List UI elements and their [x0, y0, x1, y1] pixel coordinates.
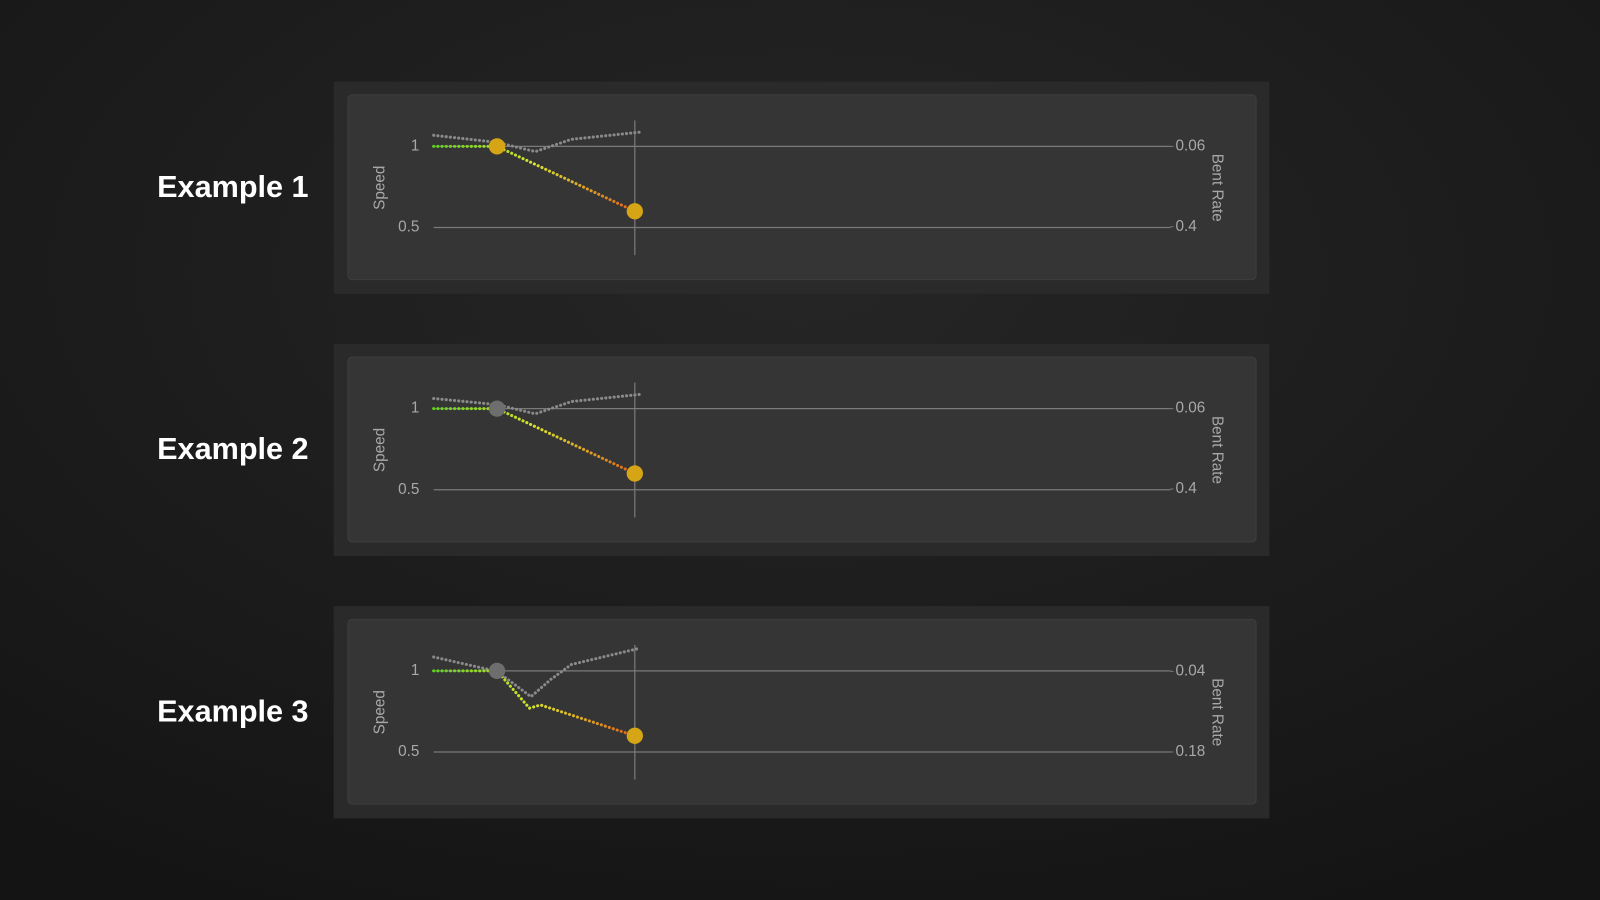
series-line [432, 392, 641, 416]
y-tick-label: 1 [411, 662, 420, 679]
series-line [432, 646, 641, 699]
series-line [432, 130, 641, 154]
y2-axis-label: Bent Rate [1208, 678, 1225, 746]
handle-marker [626, 203, 643, 220]
y-tick-label: 1 [411, 400, 420, 417]
y2-tick-label: 0.04 [1176, 662, 1206, 679]
y2-tick-label: 0.06 [1176, 400, 1206, 417]
example-title: Example 2 [157, 432, 308, 466]
y2-axis-label: Bent Rate [1208, 154, 1225, 222]
example-title: Example 3 [157, 694, 308, 728]
handle-marker [626, 465, 643, 482]
handle-marker [626, 727, 643, 744]
y-tick-label: 0.5 [398, 481, 419, 498]
panel-inner [347, 618, 1257, 805]
y2-axis-label: Bent Rate [1208, 416, 1225, 484]
y-axis-label: Speed [372, 690, 389, 734]
series-line [432, 669, 637, 738]
y2-tick-label: 0.06 [1176, 137, 1206, 154]
panel-inner [347, 356, 1257, 543]
y-tick-label: 0.5 [398, 219, 419, 236]
y-axis-label: Speed [372, 428, 389, 472]
example: Example 3 0.5 1 0.18 0.04 Speed Bent Rate [157, 606, 1270, 819]
y2-tick-label: 0.4 [1176, 218, 1198, 235]
handle-marker [488, 138, 506, 155]
handle-marker [488, 400, 506, 417]
y-tick-label: 0.5 [398, 743, 419, 760]
y2-tick-label: 0.4 [1176, 480, 1198, 497]
example: Example 2 0.5 1 0.4 0.06 Speed Bent Rate [157, 343, 1270, 557]
handle-marker [488, 662, 506, 680]
example-title: Example 1 [157, 170, 308, 204]
example: Example 1 0.5 1 0.4 0.06 Speed Bent Rate [157, 81, 1270, 294]
panel-inner [347, 94, 1257, 281]
y-tick-label: 1 [411, 137, 420, 154]
y2-tick-label: 0.18 [1176, 743, 1206, 760]
y-axis-label: Speed [372, 166, 389, 210]
